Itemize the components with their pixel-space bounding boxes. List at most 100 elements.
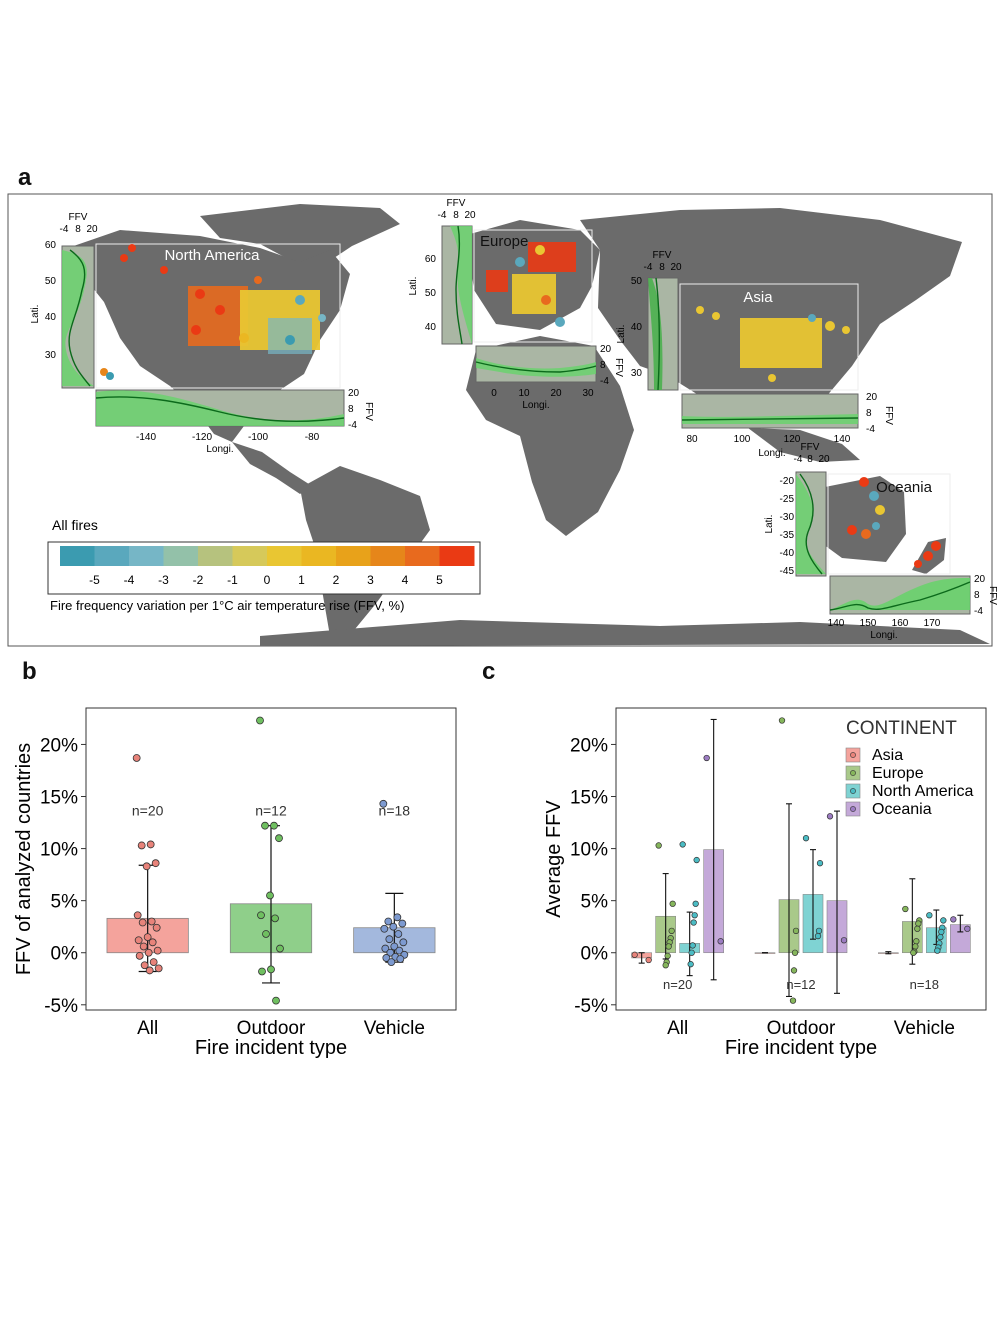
data-point <box>814 932 822 940</box>
data-point <box>669 900 676 907</box>
x-tick-label: Vehicle <box>894 1018 955 1039</box>
data-point <box>385 935 394 944</box>
svg-text:Longi.: Longi. <box>206 444 233 455</box>
x-tick-label: Vehicle <box>364 1018 425 1039</box>
svg-text:Europe: Europe <box>480 233 528 250</box>
y-tick-label: 15% <box>40 788 78 809</box>
data-point <box>665 943 672 950</box>
svg-text:80: 80 <box>686 434 698 445</box>
plot-frame <box>615 707 987 1011</box>
svg-text:-30: -30 <box>780 512 795 523</box>
data-point <box>149 958 158 966</box>
svg-text:140: 140 <box>834 434 851 445</box>
data-point <box>275 834 283 843</box>
svg-text:Oceania: Oceania <box>876 479 933 496</box>
svg-text:20: 20 <box>974 574 986 585</box>
region-asia-longi: 80 100 120 140 Longi. 20 8 -4 FFV <box>681 392 894 459</box>
data-point <box>692 900 699 907</box>
data-point <box>688 949 695 956</box>
data-point <box>154 964 163 973</box>
svg-text:20: 20 <box>348 388 360 399</box>
svg-text:-120: -120 <box>192 432 212 443</box>
svg-text:20: 20 <box>866 392 878 403</box>
svg-text:20: 20 <box>464 210 476 221</box>
fire-points-oceania <box>847 477 941 568</box>
data-point <box>662 962 669 969</box>
legend-tick-label: -3 <box>158 573 169 587</box>
svg-text:Lati.: Lati. <box>408 277 419 296</box>
data-point <box>950 916 957 923</box>
data-point <box>270 821 278 830</box>
legend-title: CONTINENT <box>846 718 957 739</box>
data-point <box>915 920 922 927</box>
y-tick-label: 20% <box>40 735 78 756</box>
legend-label: Europe <box>872 765 924 782</box>
region-europe-lati: FFV -4 8 20 60 50 40 Lati. <box>408 198 476 345</box>
data-point <box>703 754 710 762</box>
data-point <box>152 923 161 932</box>
svg-text:120: 120 <box>784 434 801 445</box>
svg-text:40: 40 <box>45 312 57 323</box>
svg-text:-40: -40 <box>780 548 795 559</box>
svg-text:8: 8 <box>75 224 81 235</box>
svg-text:-4: -4 <box>794 454 803 465</box>
data-point <box>668 927 675 935</box>
legend-swatch <box>301 546 337 566</box>
x-tick-label: Outdoor <box>767 1018 836 1039</box>
x-axis-label: Fire incident type <box>195 1037 347 1059</box>
count-label: n=18 <box>379 802 411 818</box>
legend-swatch <box>405 546 440 566</box>
data-point <box>135 951 144 960</box>
region-asia: Asia <box>679 283 859 391</box>
y-tick-label: 0% <box>51 944 79 965</box>
data-point <box>148 938 157 947</box>
legend-swatch <box>267 546 302 566</box>
region-oceania-lati: FFV -4 8 20 -20 -25 -30 -35 -40 -45 Lati… <box>764 442 830 577</box>
legend-swatch <box>336 546 371 566</box>
data-point <box>387 958 396 966</box>
svg-text:8: 8 <box>659 262 665 273</box>
data-point <box>789 997 797 1004</box>
data-point <box>914 925 921 932</box>
svg-text:Longi.: Longi. <box>870 630 897 641</box>
data-point <box>792 927 800 935</box>
svg-text:FFV: FFV <box>613 358 624 377</box>
x-tick-label: All <box>137 1018 158 1039</box>
legend-ticks: -5 -4 -3 -2 -1 0 1 2 3 4 5 <box>89 573 443 587</box>
region-north-america-longi: -140 -120 -100 -80 Longi. 20 8 -4 FFV <box>95 388 374 455</box>
fire-points-usa <box>188 276 326 354</box>
legend-marker <box>850 752 856 758</box>
legend-swatch <box>129 546 164 566</box>
data-point <box>276 944 284 953</box>
legend-swatch <box>198 546 233 566</box>
svg-text:8: 8 <box>807 454 813 465</box>
ffv-legend: All fires -5 -4 -3 -2 -1 0 1 2 3 4 5 Fire frequenc… <box>47 517 481 613</box>
svg-text:FFV: FFV <box>447 198 466 209</box>
y-axis-label: Average FFV <box>543 800 565 918</box>
svg-text:Longi.: Longi. <box>758 448 785 459</box>
svg-text:8: 8 <box>348 404 354 415</box>
svg-text:-4: -4 <box>866 424 875 435</box>
data-point <box>912 943 919 950</box>
svg-text:8: 8 <box>866 408 872 419</box>
y-tick-label: 20% <box>570 735 608 756</box>
svg-text:30: 30 <box>631 368 643 379</box>
data-point <box>134 936 143 945</box>
count-label: n=12 <box>255 802 287 818</box>
legend-label: North America <box>872 783 973 800</box>
svg-text:FFV: FFV <box>883 406 894 425</box>
fire-points-europe <box>486 242 576 327</box>
data-point <box>964 925 971 932</box>
data-point <box>399 938 408 947</box>
svg-text:8: 8 <box>453 210 459 221</box>
legend-swatch <box>232 546 268 566</box>
svg-text:60: 60 <box>425 254 437 265</box>
data-point <box>394 930 403 938</box>
world-fire-map: North America FFV -4 8 20 60 50 40 30 La… <box>7 193 998 647</box>
svg-text:FFV: FFV <box>987 586 998 605</box>
svg-text:Lati.: Lati. <box>616 325 627 344</box>
svg-text:0: 0 <box>491 388 497 399</box>
legend-swatch <box>60 546 95 566</box>
region-europe: Europe <box>473 229 593 343</box>
svg-text:60: 60 <box>45 240 57 251</box>
